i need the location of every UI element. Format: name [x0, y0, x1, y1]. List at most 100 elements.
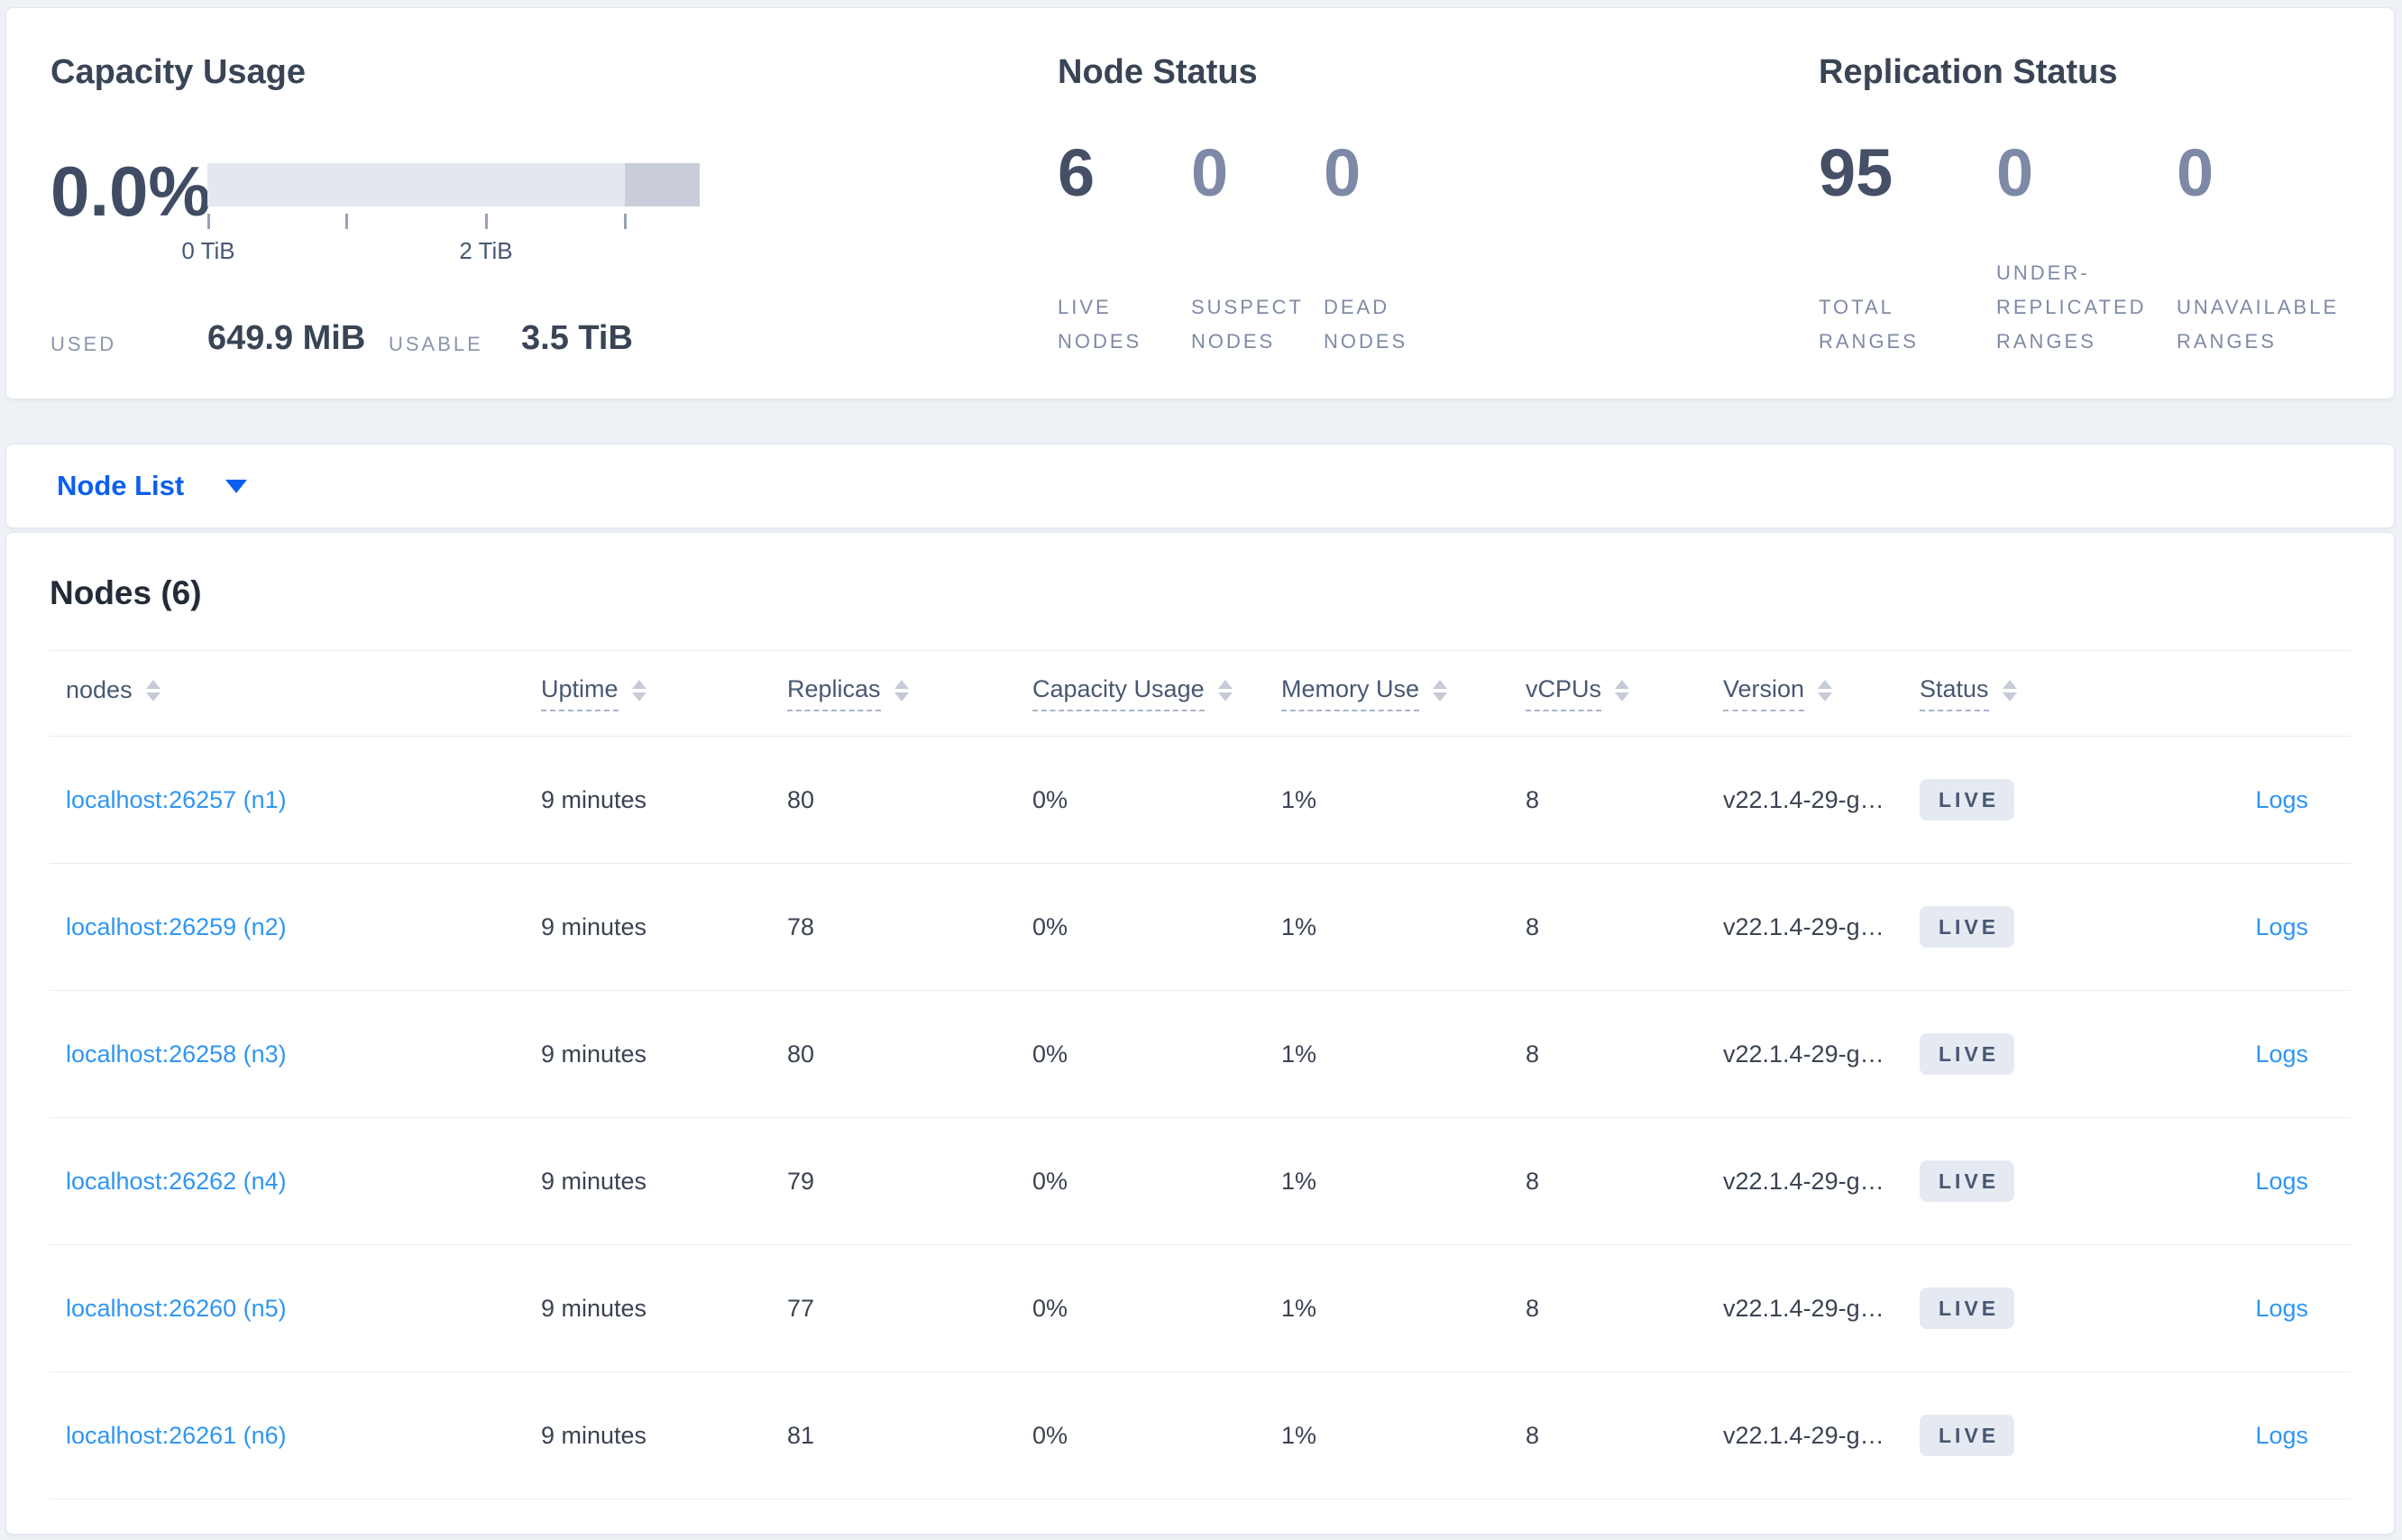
- suspect-nodes-label: SUSPECT NODES: [1191, 296, 1304, 353]
- capacity-usage-cell: 0%: [1032, 1421, 1068, 1449]
- capacity-usage-cell: 0%: [1032, 912, 1068, 940]
- capacity-bar-usable-segment: [207, 163, 625, 206]
- node-link[interactable]: localhost:26257 (n1): [66, 785, 287, 813]
- logs-link[interactable]: Logs: [2255, 1294, 2308, 1322]
- column-header-memory-use[interactable]: Memory Use: [1281, 675, 1526, 711]
- used-label: USED: [50, 333, 117, 355]
- sort-icon[interactable]: [2002, 679, 2017, 701]
- capacity-usage-cell: 0%: [1032, 1294, 1068, 1322]
- under-replicated-value: 0: [1996, 135, 2034, 210]
- column-header-replicas[interactable]: Replicas: [787, 675, 1032, 711]
- capacity-usage-title: Capacity Usage: [50, 53, 307, 91]
- status-badge: LIVE: [1920, 1288, 2015, 1329]
- uptime-cell: 9 minutes: [541, 1040, 647, 1068]
- column-header-nodes[interactable]: nodes: [50, 676, 541, 710]
- sort-icon[interactable]: [894, 679, 909, 701]
- column-header-capacity-usage[interactable]: Capacity Usage: [1032, 675, 1281, 711]
- capacity-usage-cell: 0%: [1032, 785, 1068, 813]
- replication-status-title: Replication Status: [1819, 53, 2118, 91]
- suspect-nodes-value: 0: [1191, 135, 1229, 210]
- dead-nodes-label: DEAD NODES: [1324, 296, 1408, 353]
- sort-icon[interactable]: [1818, 679, 1833, 701]
- uptime-cell: 9 minutes: [541, 912, 647, 940]
- vcpus-cell: 8: [1526, 785, 1540, 813]
- capacity-usage-cell: 0%: [1032, 1040, 1068, 1068]
- view-selector-label[interactable]: Node List: [57, 470, 185, 501]
- sort-icon[interactable]: [1615, 679, 1630, 701]
- chevron-down-icon[interactable]: [225, 479, 248, 493]
- table-row: localhost:26258 (n3) 9 minutes 80 0% 1% …: [50, 991, 2351, 1118]
- memory-use-cell: 1%: [1281, 785, 1317, 813]
- under-replicated-ranges-stat: 0 UNDER- REPLICATED RANGES: [1996, 8, 2177, 399]
- view-selector-dropdown[interactable]: Node List: [5, 444, 2395, 528]
- logs-link[interactable]: Logs: [2255, 1421, 2308, 1449]
- total-ranges-label: TOTAL RANGES: [1819, 296, 1919, 353]
- live-nodes-value: 6: [1058, 135, 1096, 210]
- table-row: localhost:26261 (n6) 9 minutes 81 0% 1% …: [50, 1372, 2351, 1499]
- dead-nodes-stat: 0 DEAD NODES: [1324, 8, 1504, 399]
- unavailable-value: 0: [2177, 135, 2214, 210]
- vcpus-cell: 8: [1526, 1421, 1540, 1449]
- version-cell: v22.1.4-29-g…: [1723, 912, 1884, 940]
- memory-use-cell: 1%: [1281, 1421, 1317, 1449]
- sort-icon[interactable]: [145, 679, 160, 701]
- replicas-cell: 80: [787, 1040, 815, 1068]
- node-status-title: Node Status: [1058, 53, 1258, 91]
- sort-icon[interactable]: [1217, 679, 1233, 701]
- vcpus-cell: 8: [1526, 1167, 1540, 1195]
- status-badge: LIVE: [1920, 906, 2015, 948]
- axis-tick-label: 2 TiB: [459, 237, 513, 264]
- axis-tick: [345, 214, 348, 229]
- nodes-table: nodes Uptime Replicas Capacity Usage Mem…: [50, 650, 2351, 1499]
- node-link[interactable]: localhost:26258 (n3): [66, 1040, 287, 1068]
- vcpus-cell: 8: [1526, 1040, 1540, 1068]
- usable-label: USABLE: [389, 333, 483, 355]
- node-link[interactable]: localhost:26259 (n2): [66, 912, 287, 940]
- nodes-table-card: Nodes (6) nodes Uptime Replicas Capacity…: [5, 532, 2395, 1535]
- live-nodes-label: LIVE NODES: [1058, 296, 1142, 353]
- uptime-cell: 9 minutes: [541, 1421, 647, 1449]
- uptime-cell: 9 minutes: [541, 1294, 647, 1322]
- column-header-uptime[interactable]: Uptime: [541, 675, 787, 711]
- memory-use-cell: 1%: [1281, 1040, 1317, 1068]
- uptime-cell: 9 minutes: [541, 785, 647, 813]
- sort-icon[interactable]: [631, 679, 646, 701]
- usable-value: 3.5 TiB: [521, 319, 633, 357]
- table-header-row: nodes Uptime Replicas Capacity Usage Mem…: [50, 650, 2351, 737]
- capacity-bar-other-segment: [625, 163, 700, 206]
- status-badge: LIVE: [1920, 1415, 2015, 1456]
- column-header-version[interactable]: Version: [1723, 675, 1920, 711]
- node-link[interactable]: localhost:26262 (n4): [66, 1167, 287, 1195]
- vcpus-cell: 8: [1526, 1294, 1540, 1322]
- cluster-summary-card: Capacity Usage 0.0% 0 TiB 2 TiB USED 649…: [5, 7, 2395, 399]
- table-row: localhost:26259 (n2) 9 minutes 78 0% 1% …: [50, 864, 2351, 991]
- replicas-cell: 79: [787, 1167, 815, 1195]
- status-badge: LIVE: [1920, 1160, 2015, 1202]
- logs-link[interactable]: Logs: [2255, 1167, 2308, 1195]
- memory-use-cell: 1%: [1281, 912, 1317, 940]
- logs-link[interactable]: Logs: [2255, 785, 2308, 813]
- node-link[interactable]: localhost:26260 (n5): [66, 1294, 287, 1322]
- axis-tick: [207, 214, 210, 229]
- replicas-cell: 80: [787, 785, 815, 813]
- axis-tick: [485, 214, 488, 229]
- unavailable-label: UNAVAILABLE RANGES: [2177, 296, 2340, 353]
- version-cell: v22.1.4-29-g…: [1723, 1421, 1884, 1449]
- column-header-status[interactable]: Status: [1920, 675, 2107, 711]
- logs-link[interactable]: Logs: [2255, 912, 2308, 940]
- replicas-cell: 77: [787, 1294, 815, 1322]
- uptime-cell: 9 minutes: [541, 1167, 647, 1195]
- sort-icon[interactable]: [1433, 679, 1448, 701]
- version-cell: v22.1.4-29-g…: [1723, 1040, 1884, 1068]
- column-header-vcpus[interactable]: vCPUs: [1526, 675, 1723, 711]
- heading-divider: [50, 650, 2351, 651]
- version-cell: v22.1.4-29-g…: [1723, 1294, 1884, 1322]
- suspect-nodes-stat: 0 SUSPECT NODES: [1191, 8, 1371, 399]
- node-link[interactable]: localhost:26261 (n6): [66, 1421, 287, 1449]
- vcpus-cell: 8: [1526, 912, 1540, 940]
- logs-link[interactable]: Logs: [2255, 1040, 2308, 1068]
- capacity-usage-bar: 0 TiB 2 TiB: [181, 163, 700, 264]
- nodes-section-title: Nodes (6): [50, 574, 202, 611]
- total-ranges-value: 95: [1819, 135, 1893, 210]
- capacity-used-percent: 0.0%: [50, 151, 211, 231]
